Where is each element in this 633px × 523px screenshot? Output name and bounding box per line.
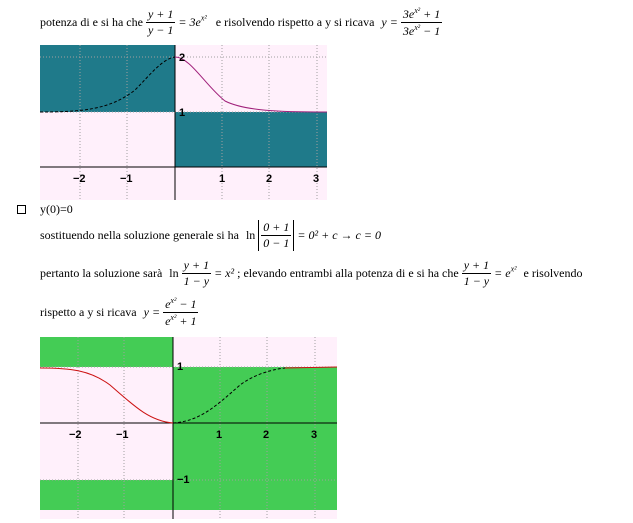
x-tick-label: −2 bbox=[69, 429, 82, 441]
shaded-region bbox=[40, 45, 175, 112]
x-tick-label: 3 bbox=[311, 429, 317, 441]
text: e risolvendo rispetto a y si ricava bbox=[215, 15, 375, 29]
x-tick-label: −1 bbox=[120, 173, 133, 185]
bullet-label: y(0)=0 bbox=[40, 202, 73, 216]
curve-dashed bbox=[172, 367, 286, 424]
shaded-region bbox=[175, 112, 327, 167]
bullet-icon bbox=[17, 205, 26, 214]
x-tick-label: 3 bbox=[313, 173, 319, 185]
x-tick-label: 2 bbox=[263, 429, 269, 441]
text: potenza di e si ha che bbox=[40, 15, 143, 29]
curve-solid bbox=[174, 56, 327, 113]
x-tick-label: 1 bbox=[219, 173, 225, 185]
fraction: 3ex² + 1 3ex² − 1 bbox=[400, 6, 443, 38]
graph-2: 1 −1 −2 −1 1 2 3 bbox=[40, 337, 337, 519]
absolute-value: 0 + 1 0 − 1 bbox=[258, 220, 295, 251]
y-tick-label: 2 bbox=[179, 52, 185, 64]
y-tick-label: 1 bbox=[177, 361, 183, 373]
shaded-region bbox=[40, 337, 173, 367]
x-tick-label: −1 bbox=[116, 429, 129, 441]
line-2: sostituendo nella soluzione generale si … bbox=[40, 220, 381, 251]
curve-solid bbox=[284, 366, 337, 369]
x-tick-label: 2 bbox=[266, 173, 272, 185]
line-1: potenza di e si ha che y + 1 y − 1 = 3ex… bbox=[40, 6, 443, 38]
shaded-region bbox=[40, 480, 337, 510]
line-3: pertanto la soluzione sarà ln y + 1 1 − … bbox=[40, 258, 583, 288]
line-4: rispetto a y si ricava y = ex² − 1 ex² +… bbox=[40, 296, 199, 328]
y-tick-label: 1 bbox=[179, 107, 185, 119]
curve-solid bbox=[40, 367, 174, 424]
x-tick-label: 1 bbox=[216, 429, 222, 441]
curve-dashed bbox=[40, 56, 176, 113]
x-tick-label: −2 bbox=[73, 173, 86, 185]
graph-1: 2 1 −2 −1 1 2 3 bbox=[40, 45, 327, 200]
fraction: y + 1 y − 1 bbox=[145, 7, 176, 37]
y-tick-label: −1 bbox=[177, 474, 190, 486]
